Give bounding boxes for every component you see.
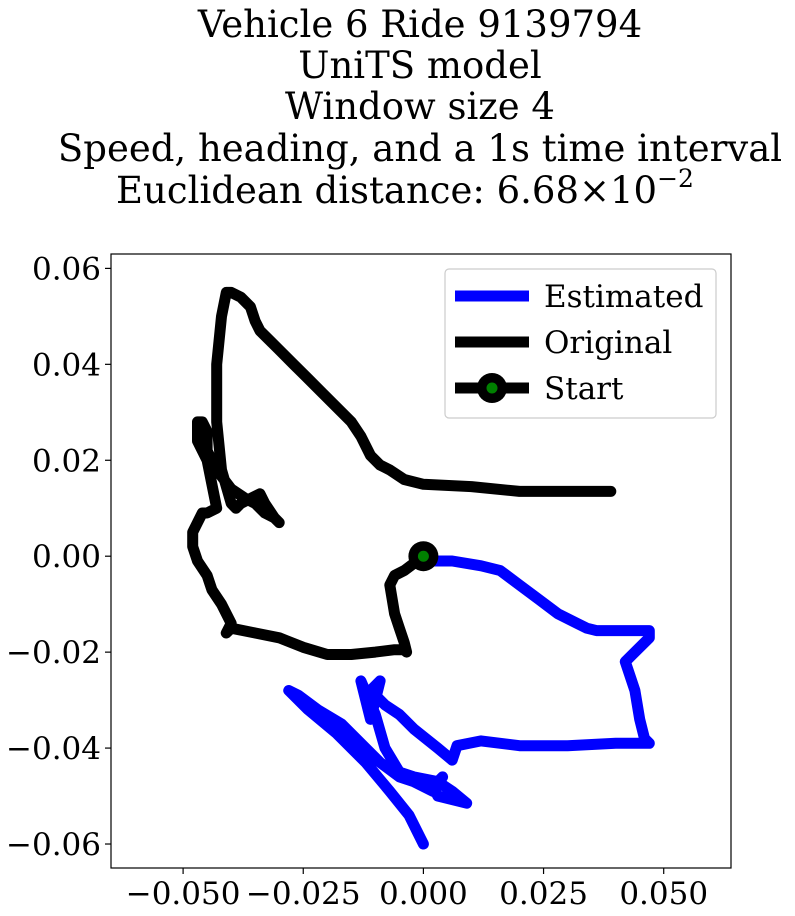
x-tick-label: −0.050 <box>126 876 241 912</box>
start-marker-point <box>417 550 429 562</box>
x-tick-label: 0.050 <box>619 876 708 912</box>
legend-box <box>444 268 717 419</box>
title-exponent: −2 <box>657 164 694 193</box>
y-tick-label: 0.04 <box>32 347 101 383</box>
series-layer <box>187 286 655 850</box>
legend-label-start: Start <box>544 371 624 407</box>
x-tick-label: −0.025 <box>246 876 361 912</box>
title-line-4: Speed, heading, and a 1s time interval <box>58 127 782 170</box>
x-axis: −0.050 −0.025 0.000 0.025 0.050 <box>126 868 708 912</box>
chart-title: Vehicle 6 Ride 9139794 UniTS model Windo… <box>58 3 782 212</box>
title-line-3: Window size 4 <box>285 85 555 128</box>
y-tick-label: 0.02 <box>32 443 101 479</box>
series-line-estimated <box>283 555 655 850</box>
title-line-1: Vehicle 6 Ride 9139794 <box>197 3 642 46</box>
legend-label-estimated: Estimated <box>544 279 703 315</box>
y-tick-label: −0.06 <box>6 827 101 863</box>
x-tick-label: 0.025 <box>499 876 588 912</box>
legend-start-point <box>486 382 498 394</box>
legend: Estimated Original Start <box>444 268 717 419</box>
title-line-5-main: Euclidean distance: 6.68×10 <box>116 169 657 212</box>
y-tick-label: −0.04 <box>6 731 101 767</box>
plot-frame <box>110 253 732 869</box>
y-tick-label: 0.06 <box>32 251 101 287</box>
title-line-2: UniTS model <box>298 44 541 87</box>
y-axis: 0.06 0.04 0.02 0.00 −0.02 −0.04 −0.06 <box>6 251 111 863</box>
title-line-5: Euclidean distance: 6.68×10−2 <box>116 164 694 212</box>
x-tick-label: 0.000 <box>379 876 468 912</box>
y-tick-label: −0.02 <box>6 635 101 671</box>
legend-label-original: Original <box>544 325 672 361</box>
series-line-original <box>187 286 617 660</box>
start-marker-layer <box>408 541 439 572</box>
y-tick-label: 0.00 <box>32 539 101 575</box>
